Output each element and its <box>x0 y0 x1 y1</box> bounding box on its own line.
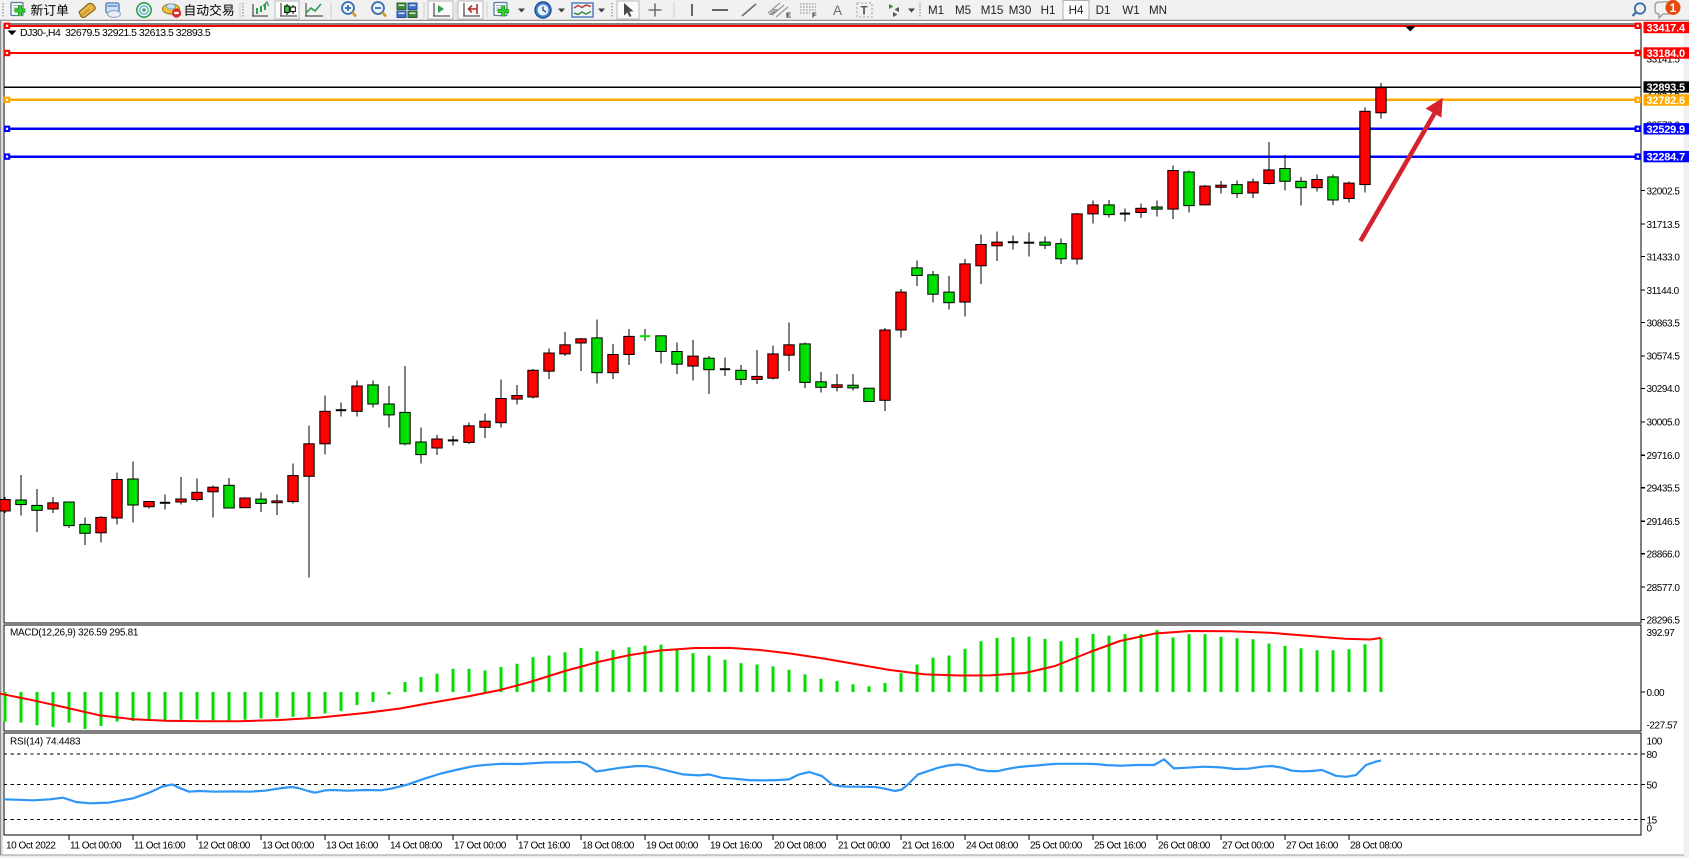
svg-text:32529.9: 32529.9 <box>1647 124 1685 136</box>
svg-text:20 Oct 08:00: 20 Oct 08:00 <box>774 841 827 852</box>
svg-text:15: 15 <box>1647 816 1658 827</box>
svg-text:392.97: 392.97 <box>1647 628 1676 639</box>
svg-text:0: 0 <box>1647 824 1653 835</box>
svg-text:E: E <box>786 11 791 20</box>
svg-text:28 Oct 08:00: 28 Oct 08:00 <box>1350 841 1403 852</box>
svg-text:M30: M30 <box>1009 4 1032 17</box>
svg-text:33141.5: 33141.5 <box>1647 55 1681 66</box>
svg-text:11 Oct 16:00: 11 Oct 16:00 <box>134 841 186 852</box>
svg-text:13 Oct 00:00: 13 Oct 00:00 <box>262 841 315 852</box>
svg-text:0.00: 0.00 <box>1647 688 1666 699</box>
svg-text:31144.0: 31144.0 <box>1647 286 1680 297</box>
svg-text:27 Oct 16:00: 27 Oct 16:00 <box>1286 841 1339 852</box>
svg-text:H4: H4 <box>1069 4 1084 17</box>
svg-text:MN: MN <box>1149 4 1167 17</box>
svg-text:1: 1 <box>1670 1 1677 15</box>
svg-text:29716.0: 29716.0 <box>1647 451 1681 462</box>
svg-text:F: F <box>812 11 817 20</box>
svg-text:W1: W1 <box>1122 4 1139 17</box>
svg-text:30294.0: 30294.0 <box>1647 384 1681 395</box>
svg-text:80: 80 <box>1647 750 1658 761</box>
svg-text:32893.5: 32893.5 <box>1647 82 1685 94</box>
svg-text:30863.5: 30863.5 <box>1647 318 1681 329</box>
svg-text:26 Oct 08:00: 26 Oct 08:00 <box>1158 841 1211 852</box>
svg-text:M1: M1 <box>928 4 944 17</box>
svg-text:DJ30-,H4 32679.5 32921.5 3261: DJ30-,H4 32679.5 32921.5 32613.5 32893.5 <box>20 27 211 39</box>
svg-text:19 Oct 00:00: 19 Oct 00:00 <box>646 841 699 852</box>
svg-text:50: 50 <box>1647 780 1658 791</box>
svg-text:33184.0: 33184.0 <box>1647 48 1685 60</box>
svg-text:17 Oct 16:00: 17 Oct 16:00 <box>518 841 571 852</box>
svg-text:T: T <box>861 6 868 18</box>
svg-text:A: A <box>833 3 842 18</box>
svg-text:33417.4: 33417.4 <box>1647 23 1686 35</box>
svg-text:27 Oct 00:00: 27 Oct 00:00 <box>1222 841 1275 852</box>
svg-text:-227.57: -227.57 <box>1647 720 1679 731</box>
svg-text:32284.7: 32284.7 <box>1647 152 1685 164</box>
svg-text:30574.5: 30574.5 <box>1647 352 1681 363</box>
svg-text:32782.6: 32782.6 <box>1647 95 1685 107</box>
svg-text:25 Oct 16:00: 25 Oct 16:00 <box>1094 841 1147 852</box>
svg-text:29146.5: 29146.5 <box>1647 517 1681 528</box>
svg-text:10 Oct 2022: 10 Oct 2022 <box>6 841 56 852</box>
svg-text:11 Oct 00:00: 11 Oct 00:00 <box>70 841 122 852</box>
svg-text:M15: M15 <box>981 4 1004 17</box>
svg-text:RSI(14) 74.4483: RSI(14) 74.4483 <box>10 737 81 748</box>
svg-text:31713.5: 31713.5 <box>1647 220 1681 231</box>
svg-text:17 Oct 00:00: 17 Oct 00:00 <box>454 841 507 852</box>
svg-text:14 Oct 08:00: 14 Oct 08:00 <box>390 841 443 852</box>
svg-text:30005.0: 30005.0 <box>1647 418 1681 429</box>
svg-text:28577.0: 28577.0 <box>1647 583 1681 594</box>
svg-text:H1: H1 <box>1041 4 1056 17</box>
svg-text:25 Oct 00:00: 25 Oct 00:00 <box>1030 841 1083 852</box>
svg-text:19 Oct 16:00: 19 Oct 16:00 <box>710 841 763 852</box>
svg-text:100: 100 <box>1647 736 1663 747</box>
svg-text:21 Oct 00:00: 21 Oct 00:00 <box>838 841 891 852</box>
svg-text:18 Oct 08:00: 18 Oct 08:00 <box>582 841 635 852</box>
svg-text:13 Oct 16:00: 13 Oct 16:00 <box>326 841 379 852</box>
svg-text:D1: D1 <box>1096 4 1111 17</box>
svg-text:12 Oct 08:00: 12 Oct 08:00 <box>198 841 251 852</box>
svg-text:MACD(12,26,9) 326.59 295.81: MACD(12,26,9) 326.59 295.81 <box>10 628 139 639</box>
svg-text:28866.0: 28866.0 <box>1647 550 1681 561</box>
svg-text:M5: M5 <box>955 4 971 17</box>
svg-text:31433.0: 31433.0 <box>1647 252 1681 263</box>
svg-text:24 Oct 08:00: 24 Oct 08:00 <box>966 841 1019 852</box>
svg-text:32002.5: 32002.5 <box>1647 186 1681 197</box>
svg-text:21 Oct 16:00: 21 Oct 16:00 <box>902 841 955 852</box>
svg-text:28296.5: 28296.5 <box>1647 616 1681 627</box>
svg-text:29435.5: 29435.5 <box>1647 484 1681 495</box>
